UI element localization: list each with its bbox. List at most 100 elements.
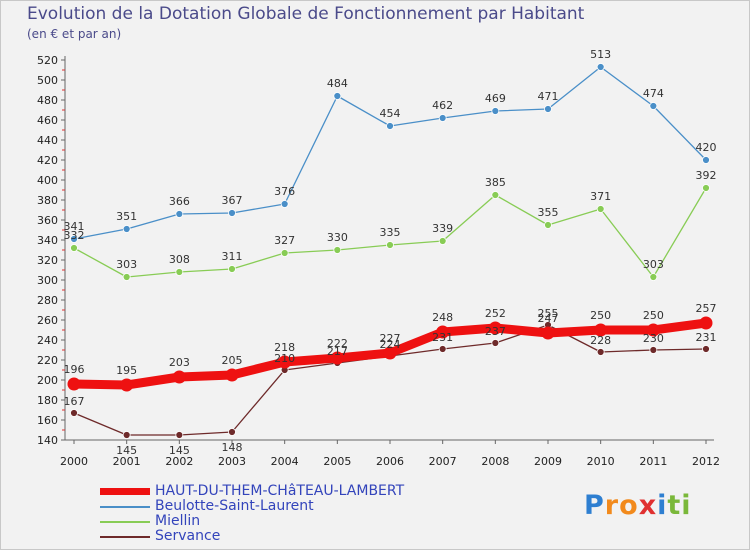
- x-tick-label: 2001: [113, 455, 141, 468]
- data-point: [175, 268, 184, 276]
- data-point: [596, 63, 605, 71]
- data-label: 367: [222, 194, 243, 207]
- data-label: 339: [432, 222, 453, 235]
- data-label: 148: [222, 441, 243, 454]
- data-point: [333, 92, 342, 100]
- data-label: 376: [274, 185, 295, 198]
- data-point: [438, 345, 447, 353]
- data-label: 247: [538, 312, 559, 325]
- y-tick-label: 480: [37, 94, 58, 107]
- data-point: [649, 346, 658, 354]
- data-point: [70, 235, 78, 243]
- data-point: [225, 368, 239, 382]
- data-label: 231: [432, 331, 453, 344]
- data-label: 330: [327, 231, 348, 244]
- data-point: [122, 273, 131, 281]
- data-point: [491, 339, 500, 347]
- data-point: [649, 273, 658, 281]
- data-point: [386, 241, 394, 249]
- data-label: 203: [169, 356, 190, 369]
- x-tick-label: 2008: [481, 455, 509, 468]
- data-point: [702, 184, 710, 192]
- data-label: 355: [538, 206, 559, 219]
- x-tick-label: 2002: [165, 455, 193, 468]
- y-tick-label: 140: [37, 434, 58, 447]
- data-point: [330, 351, 344, 365]
- y-tick-label: 340: [37, 234, 58, 247]
- data-point: [70, 244, 78, 252]
- data-point: [436, 325, 450, 339]
- data-label: 250: [590, 309, 611, 322]
- data-point: [649, 102, 658, 110]
- y-tick-label: 280: [37, 294, 58, 307]
- data-label: 167: [64, 395, 85, 408]
- y-tick-label: 180: [37, 394, 58, 407]
- data-point: [702, 345, 710, 353]
- data-point: [383, 346, 397, 360]
- legend-label: Beulotte-Saint-Laurent: [155, 498, 314, 514]
- legend-swatch: [100, 488, 150, 495]
- y-tick-label: 360: [37, 214, 58, 227]
- x-tick-label: 2012: [692, 455, 720, 468]
- y-tick-label: 320: [37, 254, 58, 267]
- data-label: 513: [590, 48, 611, 61]
- x-tick-label: 2007: [429, 455, 457, 468]
- data-label: 311: [222, 250, 243, 263]
- data-point: [594, 323, 608, 337]
- legend-swatch: [100, 521, 150, 523]
- data-label: 366: [169, 195, 190, 208]
- data-label: 217: [327, 345, 348, 358]
- data-point: [491, 107, 500, 115]
- data-label: 484: [327, 77, 348, 90]
- logo-letter: i: [657, 490, 668, 521]
- data-point: [280, 200, 289, 208]
- data-point: [67, 377, 81, 391]
- logo-letter: i: [681, 490, 692, 521]
- data-label: 471: [538, 90, 559, 103]
- data-label: 196: [64, 363, 85, 376]
- x-tick-label: 2006: [376, 455, 404, 468]
- data-point: [278, 355, 292, 369]
- legend-label: Servance: [155, 528, 221, 544]
- data-label: 308: [169, 253, 190, 266]
- data-point: [544, 221, 552, 229]
- legend-label: HAUT-DU-THEM-CHâTEAU-LAMBERT: [155, 483, 405, 499]
- data-point: [646, 323, 660, 337]
- data-label: 252: [485, 307, 506, 320]
- legend-swatch: [100, 536, 150, 538]
- data-label: 248: [432, 311, 453, 324]
- x-tick-label: 2003: [218, 455, 246, 468]
- line-chart: 140 160 180 200 220 240 260 280 300 320 340 360 380 4…: [37, 48, 720, 468]
- data-point: [175, 210, 184, 218]
- x-tick-label: 2004: [271, 455, 299, 468]
- data-label: 145: [116, 444, 137, 457]
- data-point: [120, 378, 134, 392]
- logo-letter: o: [619, 490, 639, 521]
- data-point: [70, 409, 78, 417]
- data-point: [280, 249, 289, 257]
- data-label: 469: [485, 92, 506, 105]
- data-label: 335: [380, 226, 401, 239]
- x-tick-label: 2005: [323, 455, 351, 468]
- logo-letter: x: [638, 490, 658, 521]
- data-label: 210: [274, 352, 295, 365]
- data-label: 420: [696, 141, 717, 154]
- axes: 140 160 180 200 220 240 260 280 300 320 340 360 380 4…: [37, 54, 720, 468]
- data-point: [228, 265, 236, 273]
- data-point: [228, 428, 236, 436]
- data-point: [228, 209, 236, 217]
- y-tick-label: 300: [37, 274, 58, 287]
- series-layer: [67, 63, 713, 439]
- data-label: 227: [380, 332, 401, 345]
- data-point: [488, 321, 502, 335]
- data-label: 462: [432, 99, 453, 112]
- data-point: [438, 114, 447, 122]
- data-label: 250: [643, 309, 664, 322]
- data-point: [333, 246, 342, 254]
- y-tick-label: 400: [37, 174, 58, 187]
- data-point: [596, 348, 605, 356]
- data-label: 231: [696, 331, 717, 344]
- data-labels: 196 195 203 205 218 222 227 248 252 247 250 250 257 3…: [64, 48, 717, 457]
- y-tick-label: 160: [37, 414, 58, 427]
- data-label: 237: [485, 325, 506, 338]
